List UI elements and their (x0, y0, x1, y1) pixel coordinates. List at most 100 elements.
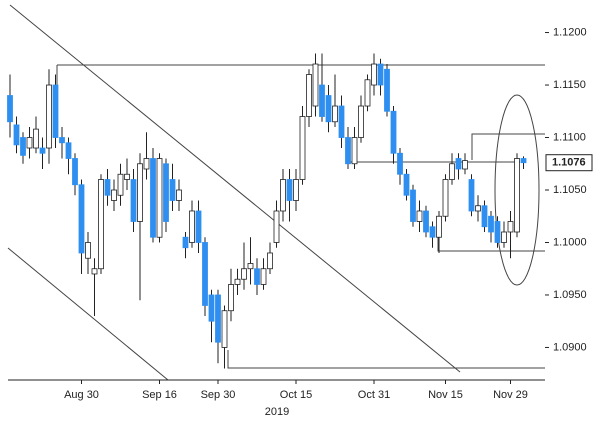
candle-body (7, 95, 13, 123)
candle-body (130, 179, 137, 222)
x-tick-label: Nov 29 (493, 389, 528, 401)
candle-body (319, 84, 325, 117)
candle-body (416, 210, 423, 222)
candle-body (195, 210, 202, 243)
candle-body (228, 284, 234, 312)
candle-body (33, 128, 39, 149)
price-tag: 1.1076 (552, 157, 586, 169)
candle-body (150, 158, 156, 238)
candle-body (254, 268, 260, 285)
trend-line (9, 4, 461, 373)
price-tag-box (545, 154, 593, 172)
candle-body (351, 137, 358, 165)
candle-body (247, 263, 254, 270)
candle-body (429, 226, 436, 238)
candle-body (176, 189, 182, 201)
candle-body (494, 221, 501, 243)
candle-body (85, 242, 91, 259)
candle-body (455, 158, 462, 170)
x-tick-label: Oct 31 (358, 389, 390, 401)
candle-body (189, 210, 195, 243)
y-tick-label: 1.0900 (553, 341, 587, 353)
candle-body (78, 184, 85, 254)
candle-body (124, 173, 130, 180)
candle-body (488, 215, 494, 233)
candle-body (104, 179, 111, 196)
x-tick-label: Sep 30 (201, 389, 236, 401)
candle-body (156, 158, 163, 238)
candle-body (397, 152, 403, 175)
candle-body (65, 142, 72, 159)
candle-body (514, 158, 520, 233)
y-tick-label: 1.1150 (553, 79, 586, 91)
candle-body (182, 236, 189, 249)
level-line (471, 133, 545, 160)
y-tick-label: 1.0950 (553, 289, 587, 301)
candle-body (468, 179, 475, 212)
y-tick-label: 1.1100 (553, 131, 586, 143)
candle-body (390, 110, 397, 154)
candle-body (59, 137, 65, 144)
candle-body (13, 124, 20, 146)
candle-body (202, 242, 208, 306)
candle-body (293, 179, 299, 201)
candle-body (520, 158, 527, 164)
candle-body (410, 189, 416, 222)
candle-body (26, 137, 33, 149)
x-tick-label: Sep 16 (142, 389, 177, 401)
candle-body (91, 268, 98, 275)
candle-body (234, 278, 241, 285)
x-tick-label: Oct 15 (280, 389, 312, 401)
y-tick-label: 1.1200 (553, 26, 587, 38)
candle-body (403, 173, 410, 196)
candle-body (475, 205, 481, 212)
support-line (227, 350, 545, 369)
candle-body (358, 105, 364, 138)
candle-body (98, 179, 104, 270)
candle-body (377, 63, 384, 86)
candle-body (260, 268, 267, 285)
candle-body (20, 137, 26, 156)
candle-body (169, 179, 176, 201)
candle-body (306, 74, 312, 117)
candle-body (137, 163, 143, 222)
candle-body (501, 231, 507, 243)
candle-body (46, 84, 52, 149)
candle-body (39, 147, 46, 154)
candle-body (267, 252, 273, 270)
x-tick-label: Aug 30 (64, 389, 99, 401)
candle-body (111, 189, 117, 201)
candle-body (436, 215, 442, 238)
x-tick-label: Nov 15 (428, 389, 463, 401)
candle-body (332, 105, 338, 123)
candle-body (163, 163, 169, 222)
candle-body (462, 160, 468, 170)
candle-body (423, 210, 429, 233)
candle-body (72, 158, 78, 186)
candle-body (371, 63, 377, 86)
candle-body (215, 294, 221, 343)
y-tick-label: 1.1050 (553, 184, 587, 196)
y-tick-label: 1.1000 (553, 236, 587, 248)
candle-body (117, 173, 124, 196)
candle-body (241, 268, 247, 280)
candle-body (507, 221, 514, 233)
candle-body (143, 158, 150, 170)
candle-body (280, 179, 286, 212)
candle-body (208, 294, 215, 322)
candle-body (221, 310, 228, 348)
candle-body (312, 63, 319, 107)
highlight-ellipse (494, 94, 540, 286)
candle-body (325, 95, 332, 123)
candle-body (286, 179, 293, 201)
candle-body (481, 205, 488, 228)
support-line (437, 235, 545, 252)
candle-body (299, 116, 306, 180)
candle-body (273, 210, 280, 243)
candle-body (345, 137, 351, 165)
candle-body (364, 79, 371, 107)
candle-body (338, 105, 345, 138)
trend-line (7, 247, 169, 381)
candle-body (52, 84, 59, 138)
